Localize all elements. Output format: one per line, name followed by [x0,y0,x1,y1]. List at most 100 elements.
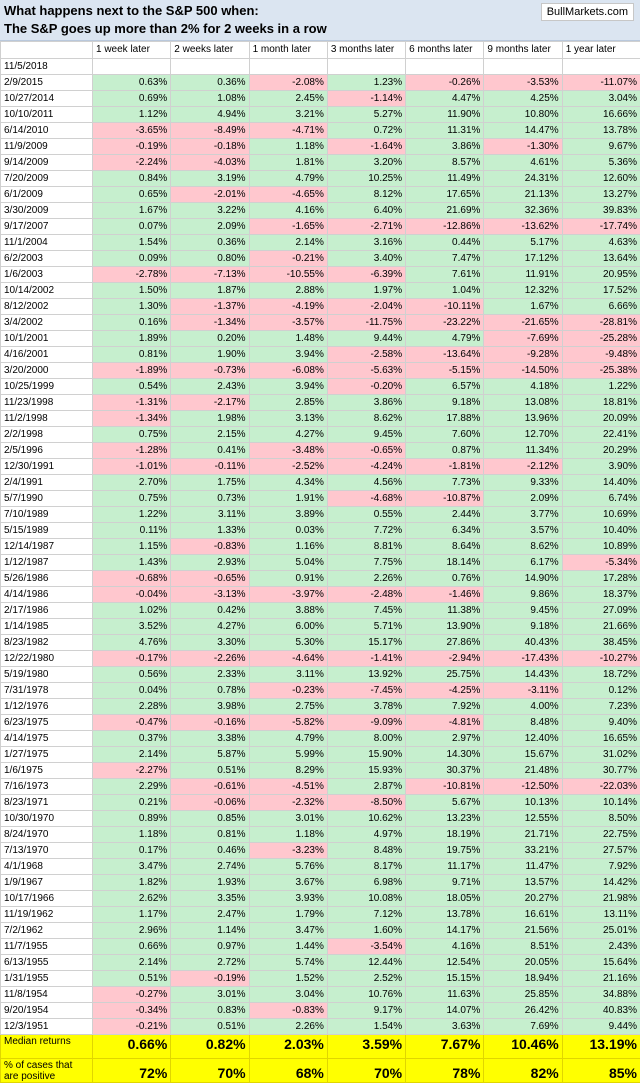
positive-pct-9-months: 82% [484,1059,562,1083]
row-date: 10/25/1999 [1,379,93,395]
return-cell: 1.67% [484,299,562,315]
return-cell: -4.64% [249,651,327,667]
row-date: 2/4/1991 [1,475,93,491]
row-date: 5/15/1989 [1,523,93,539]
return-cell: -1.34% [171,315,249,331]
median-2-weeks: 0.82% [171,1035,249,1059]
row-date: 6/13/1955 [1,955,93,971]
return-cell: -0.73% [171,363,249,379]
return-cell: -4.24% [327,459,405,475]
return-cell: 20.29% [562,443,640,459]
row-date: 11/8/1954 [1,987,93,1003]
return-cell: 4.47% [406,91,484,107]
return-cell: -0.26% [406,75,484,91]
return-cell: 6.66% [562,299,640,315]
returns-table: 1 week later 2 weeks later 1 month later… [0,41,640,1083]
table-row: 5/26/1986-0.68%-0.65%0.91%2.26%0.76%14.9… [1,571,640,587]
return-cell: 18.94% [484,971,562,987]
return-cell: -1.28% [93,443,171,459]
table-row: 11/23/1998-1.31%-2.17%2.85%3.86%9.18%13.… [1,395,640,411]
return-cell: 5.04% [249,555,327,571]
return-cell: -4.51% [249,779,327,795]
return-cell: -3.53% [484,75,562,91]
return-cell: 6.00% [249,619,327,635]
return-cell: 13.57% [484,875,562,891]
return-cell: 2.93% [171,555,249,571]
return-cell: -10.11% [406,299,484,315]
return-cell: 11.38% [406,603,484,619]
return-cell: 3.86% [327,395,405,411]
return-cell: 10.62% [327,811,405,827]
positive-pct-1-week: 72% [93,1059,171,1083]
return-cell: 4.79% [406,331,484,347]
return-cell: 21.56% [484,923,562,939]
return-cell: 3.16% [327,235,405,251]
return-cell: 5.17% [484,235,562,251]
return-cell: 1.18% [249,139,327,155]
empty-cell [93,59,171,75]
return-cell: -9.09% [327,715,405,731]
return-cell: 21.98% [562,891,640,907]
return-cell: 9.71% [406,875,484,891]
return-cell: 30.77% [562,763,640,779]
row-date: 3/30/2009 [1,203,93,219]
return-cell: 8.57% [406,155,484,171]
return-cell: 7.75% [327,555,405,571]
return-cell: 0.83% [171,1003,249,1019]
return-cell: 25.01% [562,923,640,939]
return-cell: 12.44% [327,955,405,971]
return-cell: 1.50% [93,283,171,299]
return-cell: 15.15% [406,971,484,987]
return-cell: 12.60% [562,171,640,187]
return-cell: 17.28% [562,571,640,587]
row-date: 11/7/1955 [1,939,93,955]
return-cell: 0.81% [171,827,249,843]
return-cell: 4.16% [406,939,484,955]
column-header-6-months: 6 months later [406,42,484,59]
return-cell: -5.82% [249,715,327,731]
return-cell: 3.11% [171,507,249,523]
return-cell: 20.09% [562,411,640,427]
return-cell: 4.79% [249,731,327,747]
return-cell: 12.54% [406,955,484,971]
empty-cell [171,59,249,75]
return-cell: 8.62% [484,539,562,555]
return-cell: 9.86% [484,587,562,603]
return-cell: 15.90% [327,747,405,763]
positive-pct-1-month: 68% [249,1059,327,1083]
return-cell: 0.11% [93,523,171,539]
median-1-month: 2.03% [249,1035,327,1059]
return-cell: 4.18% [484,379,562,395]
row-date: 6/14/2010 [1,123,93,139]
return-cell: 13.27% [562,187,640,203]
return-cell: 0.12% [562,683,640,699]
positive-pct-label: % of cases that are positive [1,1059,93,1083]
return-cell: 17.65% [406,187,484,203]
return-cell: 18.81% [562,395,640,411]
return-cell: 7.72% [327,523,405,539]
return-cell: 7.47% [406,251,484,267]
return-cell: 10.40% [562,523,640,539]
row-date: 11/1/2004 [1,235,93,251]
return-cell: 2.14% [93,747,171,763]
return-cell: 31.02% [562,747,640,763]
row-date: 2/17/1986 [1,603,93,619]
return-cell: 3.88% [249,603,327,619]
row-date: 9/20/1954 [1,1003,93,1019]
return-cell: -9.48% [562,347,640,363]
return-cell: -2.26% [171,651,249,667]
return-cell: 1.97% [327,283,405,299]
row-date: 5/26/1986 [1,571,93,587]
return-cell: -14.50% [484,363,562,379]
